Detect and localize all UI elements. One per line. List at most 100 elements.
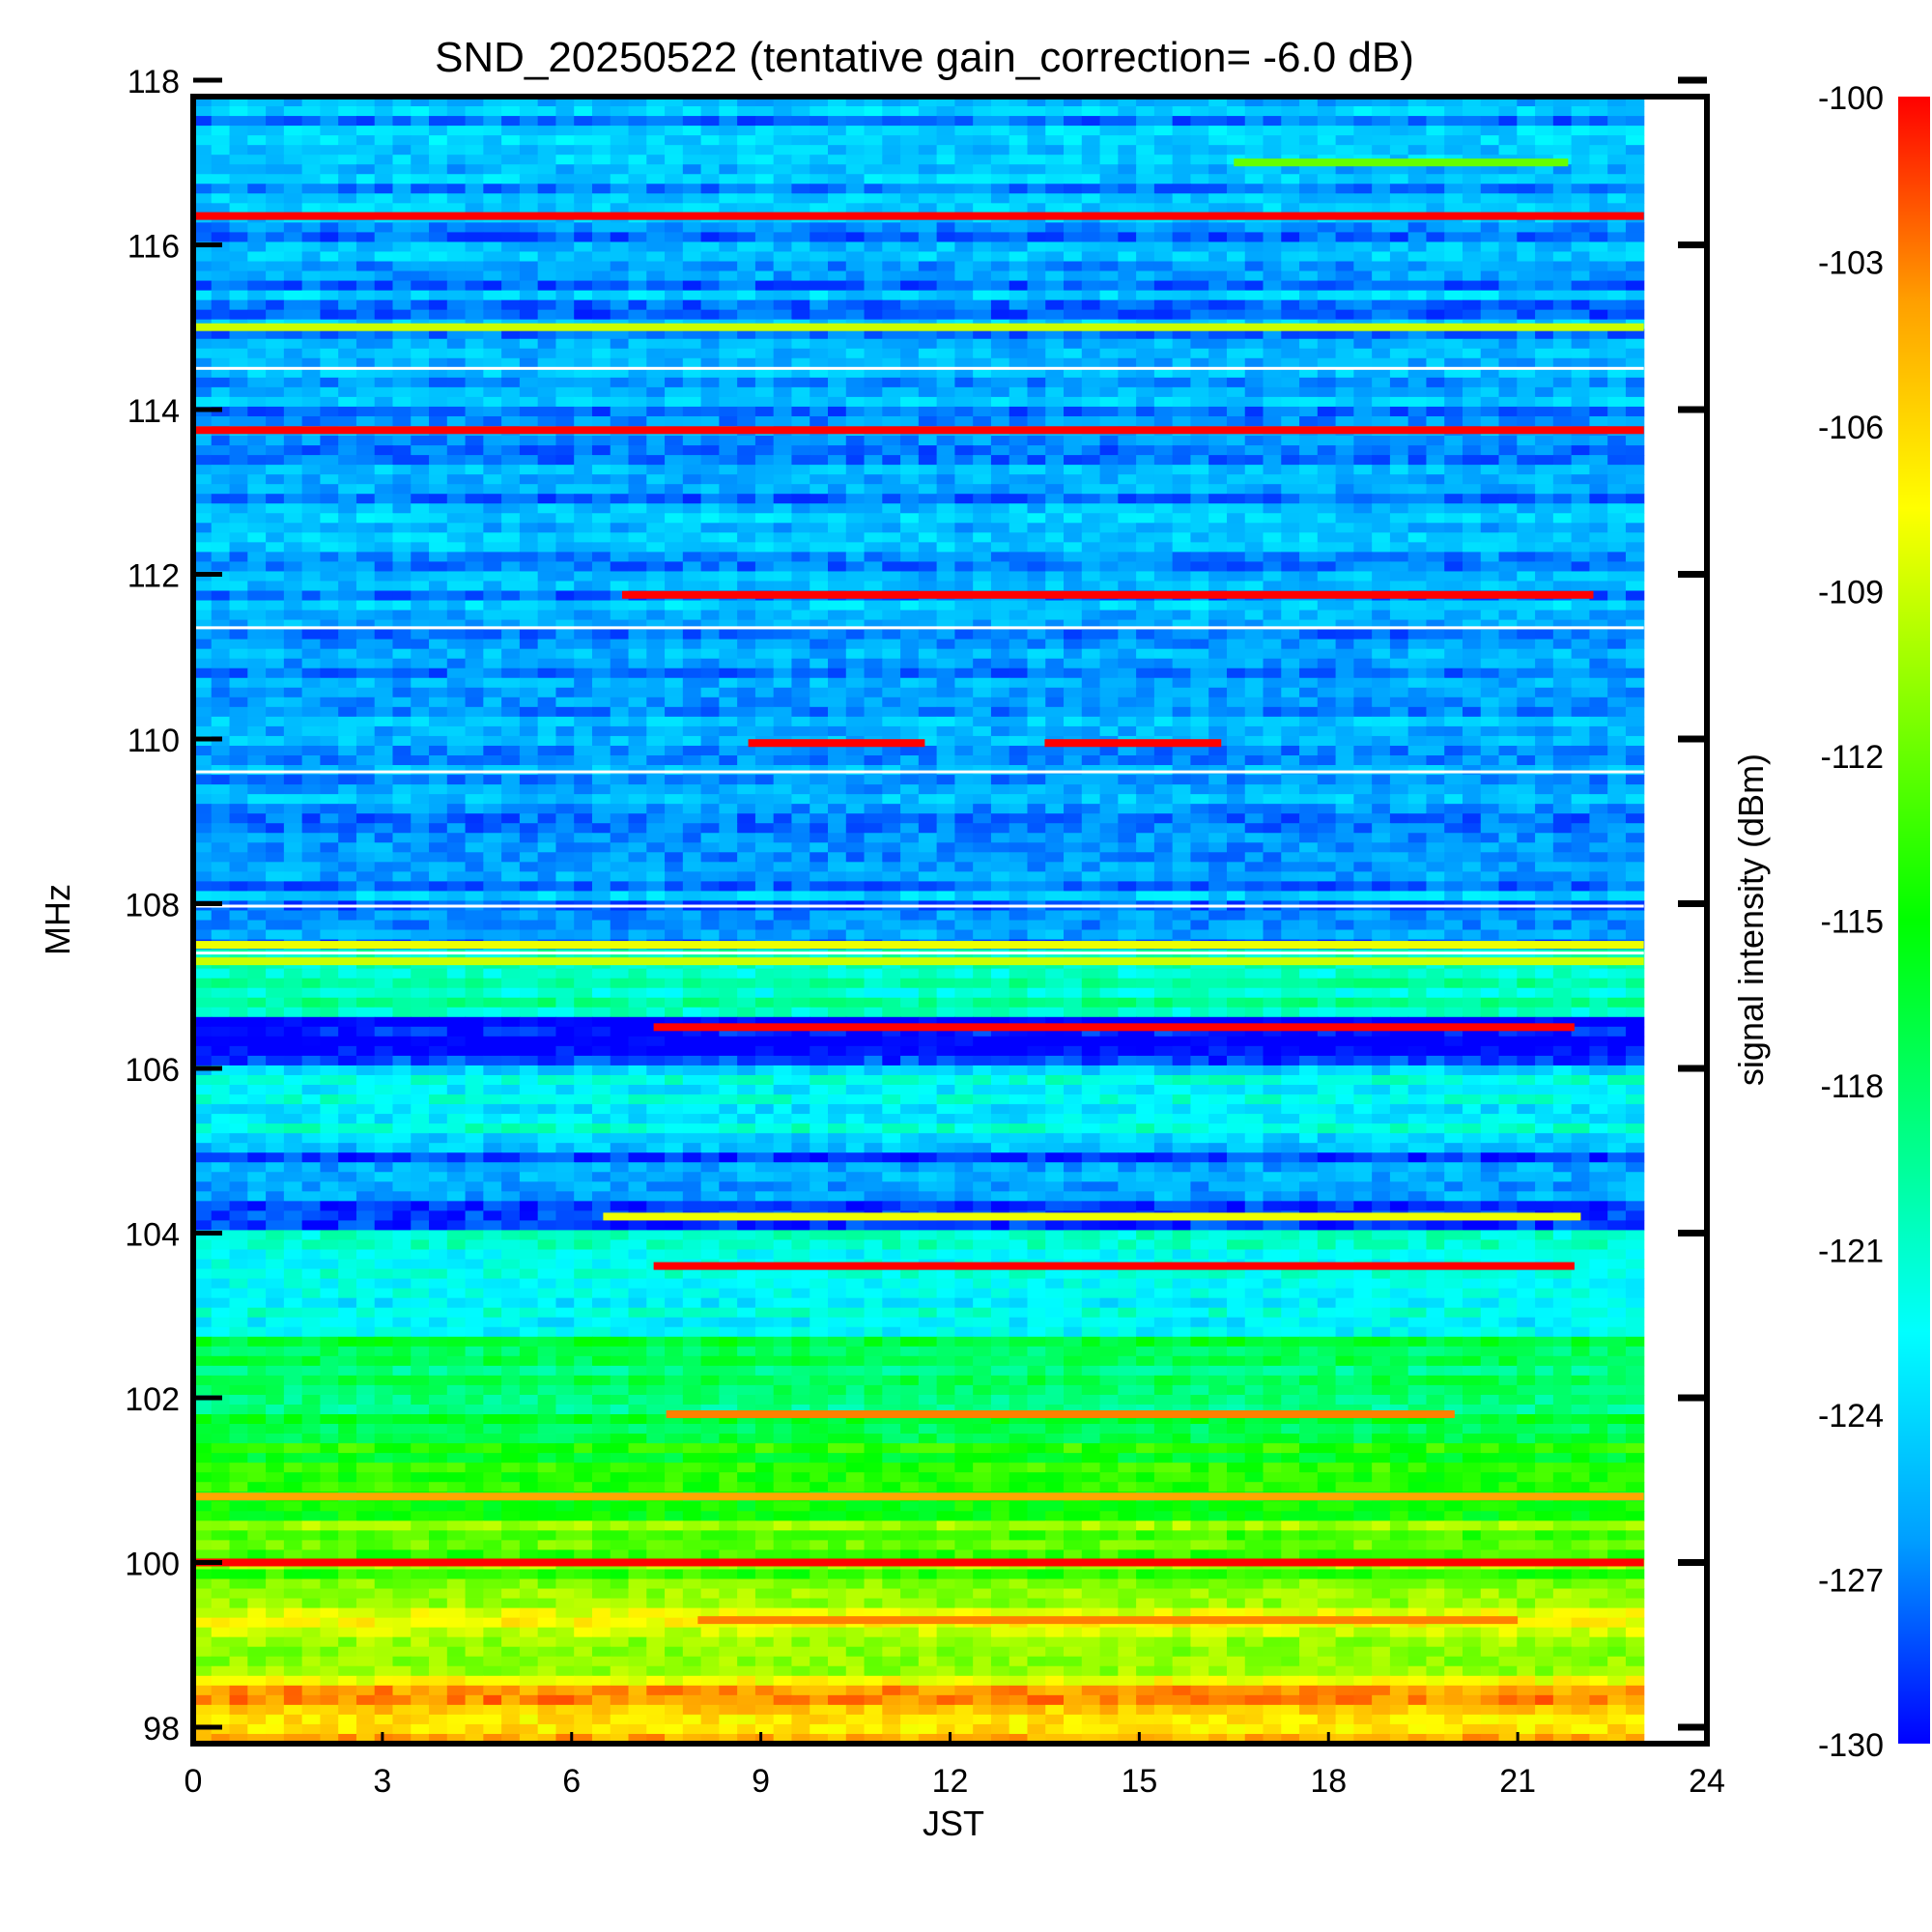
heatmap-cell (1552, 668, 1573, 679)
heatmap-cell (700, 126, 720, 136)
heatmap-cell (247, 542, 267, 553)
heatmap-cell (411, 523, 430, 533)
heatmap-cell (446, 396, 467, 408)
heatmap-cell (990, 503, 1010, 514)
heatmap-cell (737, 338, 756, 350)
heatmap-cell (610, 338, 630, 350)
heatmap-cell (828, 328, 847, 340)
heatmap-cell (1172, 668, 1192, 679)
heatmap-cell (719, 261, 738, 271)
heatmap-cell (1153, 619, 1174, 631)
heatmap-cell (1190, 299, 1209, 311)
heatmap-cell (1281, 648, 1300, 660)
heatmap-cell (864, 348, 883, 359)
heatmap-cell (918, 348, 938, 359)
heatmap-cell (1589, 386, 1608, 398)
heatmap-cell (810, 106, 829, 117)
heatmap-cell (773, 696, 793, 708)
heatmap-cell (591, 561, 611, 572)
heatmap-cell (628, 164, 647, 175)
heatmap-cell (446, 629, 467, 640)
heatmap-cell (1517, 174, 1536, 185)
heatmap-cell (1172, 116, 1192, 127)
heatmap-cell (682, 561, 702, 572)
heatmap-cell (1263, 523, 1282, 533)
heatmap-cell (1099, 145, 1119, 156)
heatmap-cell (1552, 396, 1573, 408)
heatmap-cell (773, 348, 793, 359)
heatmap-cell (1625, 571, 1645, 582)
heatmap-cell (1552, 357, 1573, 369)
heatmap-cell (700, 328, 720, 340)
heatmap-cell (355, 445, 376, 456)
heatmap-cell (1535, 222, 1554, 233)
heatmap-cell (501, 155, 521, 165)
heatmap-cell (682, 251, 702, 262)
heatmap-cell (864, 261, 883, 271)
heatmap-cell (1335, 571, 1354, 582)
heatmap-cell (338, 280, 357, 291)
heatmap-cell (392, 174, 412, 185)
heatmap-cell (1081, 367, 1101, 379)
heatmap-cell (193, 552, 213, 562)
heatmap-cell (355, 174, 376, 185)
heatmap-cell (355, 280, 376, 291)
heatmap-cell (628, 658, 647, 669)
heatmap-cell (610, 658, 630, 669)
heatmap-cell (1208, 270, 1228, 281)
heatmap-cell (266, 465, 285, 475)
heatmap-cell (1244, 97, 1264, 107)
heatmap-cell (1281, 270, 1300, 281)
heatmap-cell (355, 590, 376, 601)
heatmap-cell (1589, 338, 1608, 350)
heatmap-cell (1208, 474, 1228, 485)
heatmap-cell (519, 377, 539, 388)
heatmap-cell (1607, 532, 1627, 543)
heatmap-cell (845, 610, 866, 620)
heatmap-cell (392, 474, 412, 485)
heatmap-cell (1389, 396, 1409, 408)
heatmap-cell (1263, 455, 1282, 466)
heatmap-cell (411, 232, 430, 242)
heatmap-cell (374, 494, 394, 504)
heatmap-cell (1081, 203, 1101, 213)
heatmap-cell (1335, 445, 1354, 456)
heatmap-cell (1299, 523, 1319, 533)
heatmap-cell (229, 280, 248, 291)
heatmap-cell (1172, 513, 1192, 524)
heatmap-cell (1589, 513, 1608, 524)
heatmap-cell (392, 619, 412, 631)
heatmap-cell (1372, 436, 1391, 446)
heatmap-cell (864, 561, 883, 572)
heatmap-cell (1299, 328, 1319, 340)
heatmap-cell (1281, 367, 1300, 379)
heatmap-cell (936, 503, 955, 514)
heatmap-cell (1081, 261, 1101, 271)
heatmap-cell (338, 174, 357, 185)
heatmap-cell (973, 445, 992, 456)
heatmap-cell (193, 396, 213, 408)
heatmap-cell (229, 328, 248, 340)
heatmap-cell (1407, 455, 1428, 466)
heatmap-cell (1099, 174, 1119, 185)
heatmap-cell (338, 561, 357, 572)
heatmap-cell (1535, 561, 1554, 572)
heatmap-cell (519, 696, 539, 708)
heatmap-cell (555, 145, 575, 156)
heatmap-cell (1372, 455, 1391, 466)
heatmap-cell (211, 222, 231, 233)
heatmap-cell (646, 658, 666, 669)
heatmap-cell (392, 232, 412, 242)
heatmap-cell (754, 261, 775, 271)
heatmap-cell (1372, 251, 1391, 262)
heatmap-cell (1517, 328, 1536, 340)
heatmap-cell (845, 396, 866, 408)
heatmap-cell (392, 116, 412, 127)
heatmap-cell (1027, 174, 1046, 185)
heatmap-cell (1444, 261, 1463, 271)
heatmap-cell (1335, 415, 1354, 427)
heatmap-cell (1317, 328, 1337, 340)
heatmap-cell (1571, 367, 1590, 379)
heatmap-cell (682, 639, 702, 650)
heatmap-cell (682, 668, 702, 679)
